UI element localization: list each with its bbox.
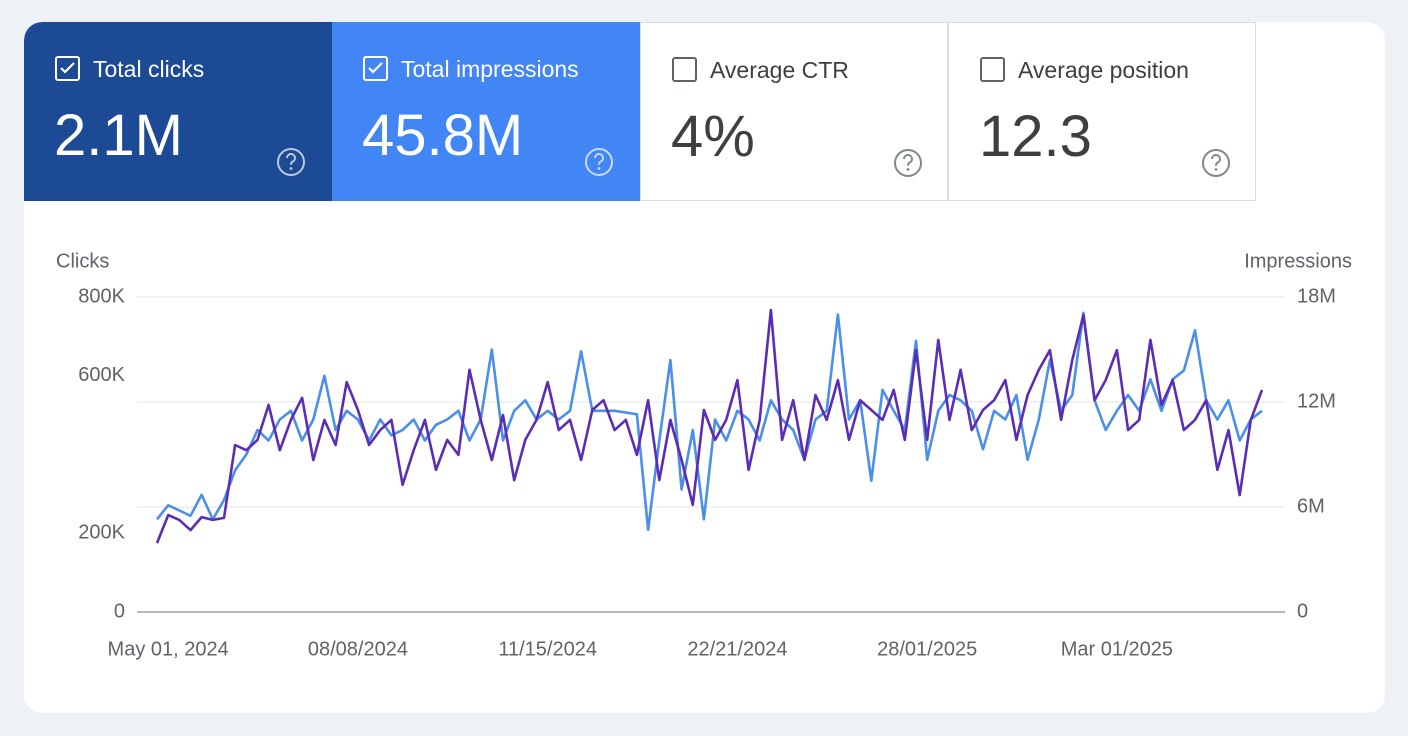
metric-card[interactable]: Average CTR 4%	[640, 22, 948, 201]
card-icons	[980, 57, 1230, 177]
card-icons	[672, 57, 922, 177]
help-mark	[594, 153, 604, 165]
performance-panel: Total clicks 2.1M Total impressions 45.8M Av…	[24, 22, 1385, 713]
y2-tick-label: 18M	[1297, 285, 1336, 307]
metric-card[interactable]: Total clicks 2.1M	[24, 22, 332, 201]
metric-label: Average position	[1018, 57, 1189, 83]
checkbox	[363, 56, 388, 81]
x-tick-label: 22/21/2024	[687, 638, 787, 660]
help-circle	[894, 149, 922, 177]
help-icon	[1202, 149, 1230, 177]
checkmark	[60, 62, 75, 74]
y-tick-label: 200K	[78, 522, 125, 544]
y-tick-label: 800K	[78, 285, 125, 307]
x-tick-label: 28/01/2025	[877, 638, 977, 660]
help-mark	[286, 153, 296, 165]
metric-card[interactable]: Total impressions 45.8M	[332, 22, 640, 201]
help-dot	[1214, 168, 1218, 171]
checkmark	[368, 62, 383, 74]
metric-card[interactable]: Average position 12.3	[948, 22, 1256, 201]
checkbox	[55, 56, 80, 81]
help-circle	[1202, 149, 1230, 177]
y2-tick-label: 6M	[1297, 495, 1325, 517]
help-mark	[903, 154, 913, 166]
y-axis-title: Clicks	[56, 250, 109, 272]
metric-label: Average CTR	[710, 57, 849, 83]
metric-label: Total clicks	[93, 56, 205, 82]
help-dot	[906, 168, 910, 171]
help-icon	[894, 149, 922, 177]
x-tick-label: 08/08/2024	[308, 638, 408, 660]
help-circle	[277, 148, 305, 176]
metric-label: Total impressions	[401, 56, 579, 82]
series-line	[155, 308, 1264, 544]
y-tick-label: 0	[114, 600, 125, 622]
metric-value: 2.1M	[54, 103, 183, 168]
metric-value: 4%	[671, 104, 755, 169]
help-mark	[1211, 154, 1221, 166]
help-dot	[289, 167, 293, 170]
y2-axis-title: Impressions	[1244, 250, 1352, 272]
metric-value: 12.3	[979, 104, 1092, 169]
help-dot	[597, 167, 601, 170]
x-tick-label: 11/15/2024	[498, 638, 597, 660]
y-tick-label: 600K	[78, 364, 125, 386]
help-icon	[585, 148, 613, 176]
y2-tick-label: 12M	[1297, 390, 1336, 412]
help-circle	[585, 148, 613, 176]
help-icon	[277, 148, 305, 176]
checkbox	[672, 57, 697, 82]
card-icons	[55, 56, 305, 176]
metric-value: 45.8M	[362, 103, 524, 168]
x-tick-label: Mar 01/2025	[1061, 638, 1173, 660]
card-icons	[363, 56, 613, 176]
x-tick-label: May 01, 2024	[108, 638, 229, 660]
y2-tick-label: 0	[1297, 600, 1308, 622]
checkbox	[980, 57, 1005, 82]
